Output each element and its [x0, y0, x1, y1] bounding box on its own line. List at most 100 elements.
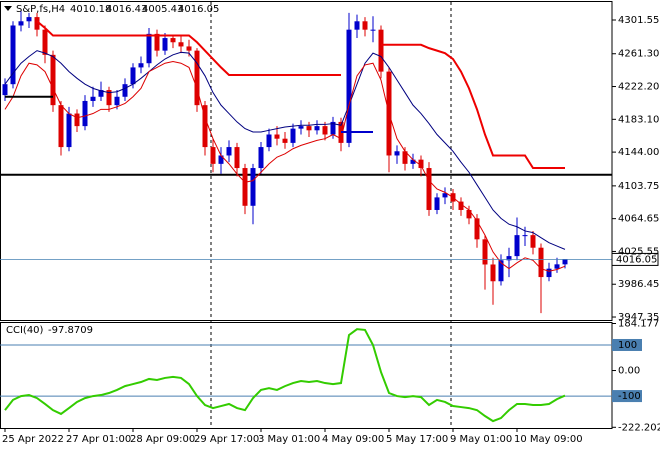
candle-body — [418, 159, 424, 169]
candle-body — [138, 63, 144, 68]
candle-body — [362, 21, 368, 30]
candle-body — [466, 209, 472, 219]
indicator-line — [4, 61, 566, 272]
candle-body — [378, 29, 384, 72]
candle-body — [442, 193, 448, 198]
candle-body — [482, 239, 488, 265]
level-label-box — [612, 390, 642, 403]
candle-body — [314, 126, 320, 131]
candle-body — [26, 17, 32, 22]
candle-body — [114, 96, 120, 106]
candle-body — [170, 38, 176, 43]
candle-body — [74, 113, 80, 127]
cci-line — [4, 328, 566, 423]
candle-body — [82, 100, 88, 127]
candle-body — [394, 151, 400, 156]
x-tick-label: 10 May 09:00 — [514, 434, 583, 445]
x-tick-label: 25 Apr 2022 — [2, 434, 64, 445]
candle-body — [202, 105, 208, 148]
ohlc-low: 4005.43 — [142, 4, 183, 15]
price-label-box — [611, 252, 659, 266]
candle-body — [146, 33, 152, 64]
cci-panel-frame — [0, 322, 613, 429]
candle-body — [410, 159, 416, 164]
menu-arrow[interactable] — [4, 6, 12, 11]
y-tick-label: 4261.30 — [618, 49, 659, 60]
y-tick-label: 4144.00 — [618, 147, 659, 158]
candle-body — [18, 21, 24, 26]
candle-body — [98, 90, 104, 97]
y-tick-label: 4103.75 — [618, 181, 659, 192]
ohlc-open: 4010.18 — [70, 4, 111, 15]
ohlc-high: 4016.43 — [106, 4, 147, 15]
y-tick-label: -100 — [618, 391, 641, 402]
symbol-title: S&P,fs,H4 — [16, 4, 65, 15]
x-tick-label: 29 Apr 17:00 — [194, 434, 259, 445]
y-tick-label: -222.2029 — [618, 422, 660, 433]
candle-body — [162, 38, 168, 51]
candle-body — [538, 247, 544, 278]
candle-body — [298, 126, 304, 129]
candle-body — [106, 90, 112, 106]
candle-body — [258, 147, 264, 169]
candle-body — [554, 264, 560, 269]
candle-body — [290, 128, 296, 143]
price-panel-frame — [0, 1, 613, 321]
candle-body — [458, 201, 464, 210]
x-tick-label: 27 Apr 01:00 — [66, 434, 131, 445]
candle-body — [218, 155, 224, 164]
candle-body — [250, 168, 256, 206]
x-tick-label: 4 May 09:00 — [322, 434, 384, 445]
candle-body — [266, 134, 272, 148]
ohlc-close: 4016.05 — [178, 4, 219, 15]
candle-body — [354, 21, 360, 30]
candle-body — [402, 151, 408, 164]
candle-body — [210, 147, 216, 164]
candle-body — [178, 42, 184, 47]
candle-body — [370, 29, 376, 31]
y-tick-label: 4025.55 — [618, 246, 659, 257]
x-tick-label: 5 May 17:00 — [386, 434, 448, 445]
cci-value: -97.8709 — [48, 325, 93, 336]
candle-body — [130, 67, 136, 85]
candle-body — [546, 268, 552, 278]
candle-body — [330, 121, 336, 135]
indicator-line — [36, 20, 565, 170]
candle-body — [226, 147, 232, 156]
candle-body — [346, 29, 352, 143]
candle-body — [234, 147, 240, 169]
candle-body — [122, 84, 128, 97]
y-tick-label: 4064.65 — [618, 214, 659, 225]
y-tick-label: 3947.35 — [618, 312, 659, 323]
candle-body — [274, 134, 280, 139]
x-tick-label: 3 May 01:00 — [258, 434, 320, 445]
candle-body — [426, 168, 432, 210]
candle-body — [42, 29, 48, 55]
candle-body — [242, 168, 248, 206]
candle-body — [10, 25, 16, 85]
level-label-box — [612, 338, 642, 351]
cci-title: CCI(40) — [6, 325, 44, 336]
candle-body — [34, 17, 40, 30]
candle-body — [282, 138, 288, 143]
candle-body — [514, 235, 520, 257]
y-tick-label: 100 — [618, 340, 637, 351]
candle-body — [50, 54, 56, 106]
candle-body — [530, 235, 536, 248]
candle-body — [194, 50, 200, 106]
candle-body — [306, 126, 312, 131]
indicator-line — [4, 50, 566, 250]
candle-body — [506, 256, 512, 261]
candle-body — [2, 84, 8, 96]
y-tick-label: 4222.20 — [618, 82, 659, 93]
y-tick-label: 4301.55 — [618, 15, 659, 26]
y-tick-label: 0.00 — [618, 366, 640, 377]
candle-body — [58, 105, 64, 148]
y-tick-label: 184.1779 — [618, 318, 660, 329]
candle-body — [522, 235, 528, 237]
candle-body — [474, 218, 480, 240]
candle-body — [66, 113, 72, 148]
y-tick-label: 4183.10 — [618, 114, 659, 125]
